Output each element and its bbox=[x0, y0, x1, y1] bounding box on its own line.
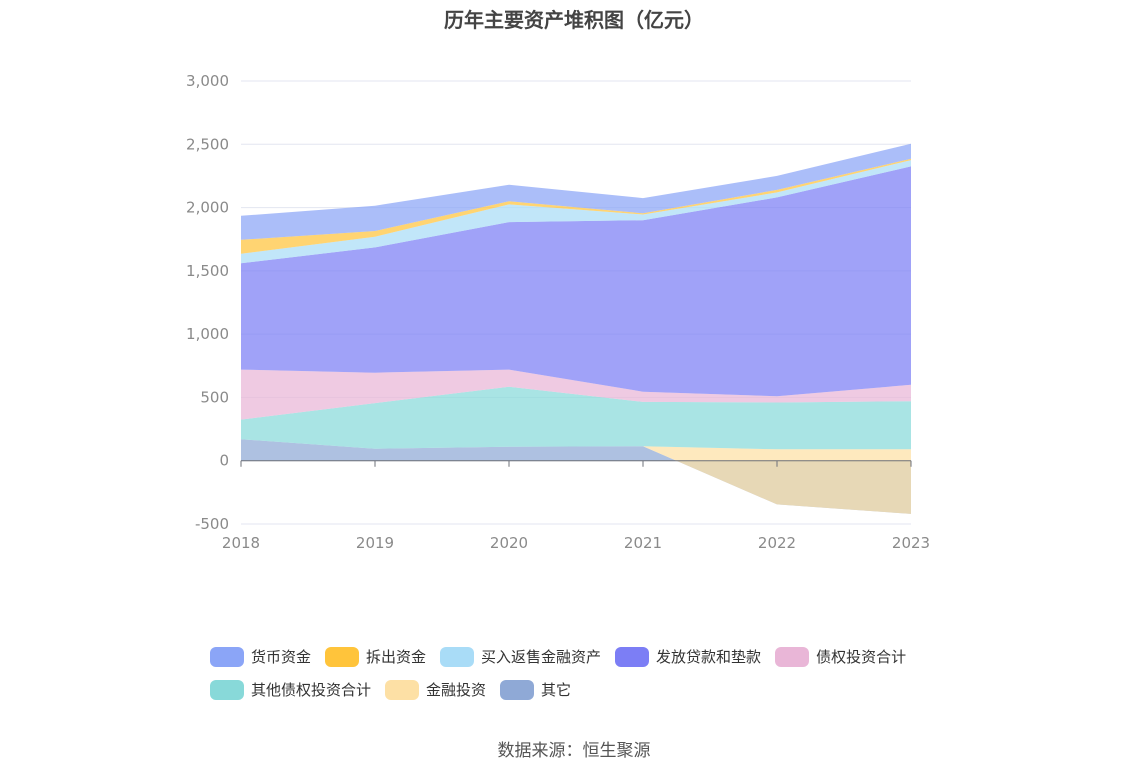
legend-swatch-lending bbox=[325, 646, 360, 667]
legend-item-lending[interactable]: 拆出资金 bbox=[325, 646, 426, 667]
area-series bbox=[241, 386, 911, 450]
legend-item-loans[interactable]: 发放贷款和垫款 bbox=[615, 646, 761, 667]
area-series bbox=[241, 158, 911, 254]
legend-item-cash[interactable]: 货币资金 bbox=[210, 646, 311, 667]
legend-item-financial-investment[interactable]: 金融投资 bbox=[385, 679, 486, 700]
legend-swatch-loans bbox=[615, 646, 650, 667]
legend-label-financial-investment: 金融投资 bbox=[426, 681, 487, 699]
x-tick-label: 2019 bbox=[356, 534, 394, 552]
y-tick-label: 3,000 bbox=[186, 72, 229, 90]
x-tick-label: 2018 bbox=[222, 534, 260, 552]
legend-item-debt-investment[interactable]: 债权投资合计 bbox=[775, 646, 906, 667]
legend-swatch-other bbox=[500, 679, 535, 700]
legend-row-2: 其他债权投资合计 金融投资 其它 bbox=[210, 673, 970, 706]
area-series bbox=[241, 160, 911, 264]
y-tick-label: 0 bbox=[219, 452, 229, 470]
legend-swatch-resale bbox=[440, 646, 475, 667]
y-tick-label: 1,000 bbox=[186, 325, 229, 343]
legend-swatch-other-debt-investment bbox=[210, 679, 244, 700]
legend-label-cash: 货币资金 bbox=[251, 648, 312, 666]
data-source: 数据来源：恒生聚源 bbox=[497, 741, 651, 761]
legend-item-resale[interactable]: 买入返售金融资产 bbox=[440, 646, 601, 667]
y-tick-label: 2,500 bbox=[186, 135, 229, 153]
legend: 货币资金 拆出资金 买入返售金融资产 发放贷款和垫款 债权投资合计 其他债权投资… bbox=[210, 640, 970, 706]
legend-label-other-debt-investment: 其他债权投资合计 bbox=[251, 681, 372, 699]
legend-swatch-debt-investment bbox=[775, 646, 810, 667]
legend-swatch-financial-investment bbox=[385, 679, 420, 700]
area-series bbox=[241, 439, 911, 514]
legend-row-1: 货币资金 拆出资金 买入返售金融资产 发放贷款和垫款 债权投资合计 bbox=[210, 640, 970, 673]
x-tick-label: 2021 bbox=[624, 534, 662, 552]
y-tick-label: 1,500 bbox=[186, 262, 229, 280]
legend-swatch-cash bbox=[210, 646, 244, 667]
legend-label-debt-investment: 债权投资合计 bbox=[816, 648, 907, 666]
area-series bbox=[241, 166, 911, 397]
x-tick-label: 2020 bbox=[490, 534, 528, 552]
y-tick-label: 500 bbox=[200, 388, 229, 406]
y-tick-label: -500 bbox=[195, 515, 229, 533]
x-tick-label: 2023 bbox=[892, 534, 930, 552]
legend-item-other[interactable]: 其它 bbox=[500, 679, 571, 700]
area-series bbox=[241, 143, 911, 240]
y-tick-label: 2,000 bbox=[186, 199, 229, 217]
legend-label-other: 其它 bbox=[541, 681, 572, 699]
x-tick-label: 2022 bbox=[758, 534, 796, 552]
legend-label-resale: 买入返售金融资产 bbox=[481, 648, 602, 666]
legend-item-other-debt-investment[interactable]: 其他债权投资合计 bbox=[210, 679, 371, 700]
area-series bbox=[241, 439, 911, 514]
chart-title: 历年主要资产堆积图（亿元） bbox=[444, 8, 704, 32]
area-series bbox=[241, 369, 911, 420]
legend-label-lending: 拆出资金 bbox=[366, 648, 427, 666]
legend-label-loans: 发放贷款和垫款 bbox=[656, 648, 762, 666]
